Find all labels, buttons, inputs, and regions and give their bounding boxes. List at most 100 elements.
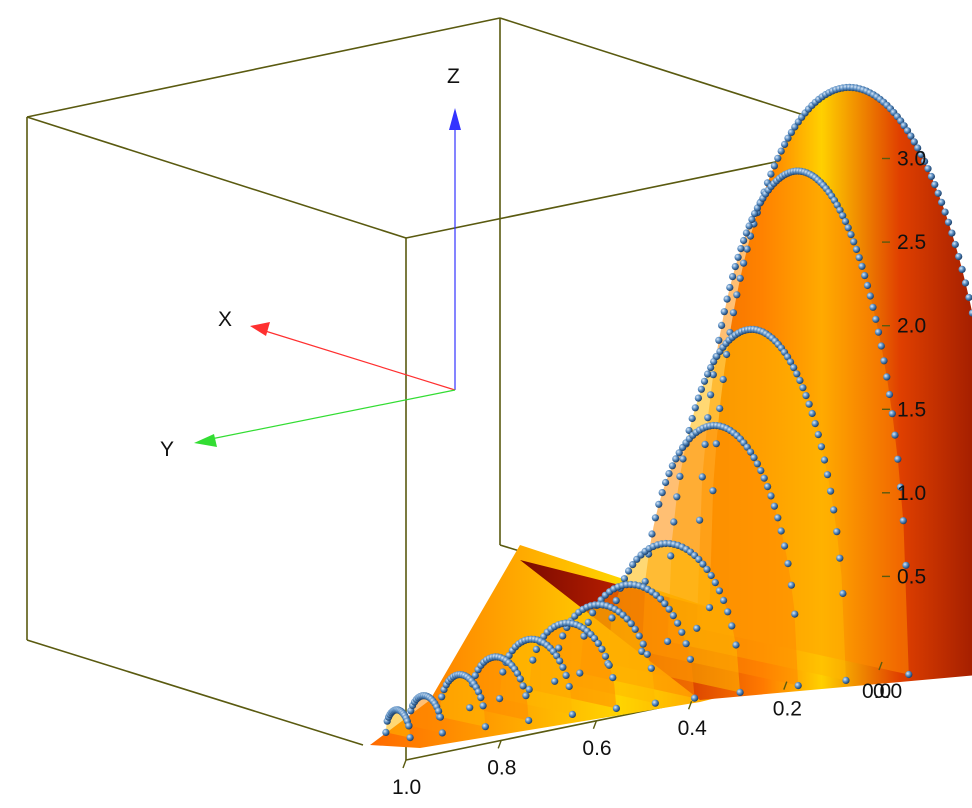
marker-point [907, 132, 915, 140]
marker-point [750, 454, 758, 462]
marker-point [767, 170, 775, 178]
marker-point [793, 370, 801, 378]
z-tick-label: 2.5 [897, 231, 926, 254]
marker-point [551, 677, 559, 685]
marker-point [866, 292, 874, 300]
marker-point [796, 376, 804, 384]
marker-point [499, 668, 507, 676]
marker-point [799, 384, 807, 392]
marker-point [794, 682, 802, 690]
marker-point [519, 682, 527, 690]
marker-point [751, 210, 759, 218]
marker-point [479, 702, 487, 710]
marker-point [757, 467, 765, 475]
marker-point [700, 377, 709, 385]
marker-point [745, 222, 753, 230]
marker-point [774, 154, 782, 162]
marker-point [931, 181, 939, 189]
marker-point [664, 637, 672, 646]
y-axis-arrow [194, 434, 217, 447]
marker-point [899, 517, 907, 525]
marker-point [790, 364, 798, 372]
marker-point [885, 390, 894, 399]
marker-point [927, 172, 936, 181]
marker-point [941, 208, 949, 216]
marker-point [625, 567, 633, 575]
marker-point [839, 589, 847, 598]
marker-point [753, 460, 762, 468]
marker-point [951, 240, 959, 249]
marker-point [651, 699, 659, 707]
marker-point [568, 710, 577, 719]
marker-point [643, 650, 651, 658]
marker-point [877, 342, 885, 350]
marker-point [914, 144, 922, 152]
marker-point [556, 657, 564, 665]
x-tick-label: 0.4 [678, 717, 708, 740]
marker-point [724, 608, 732, 616]
marker-point [720, 596, 728, 605]
marker-point [639, 640, 647, 648]
marker-point [667, 552, 675, 560]
marker-point [948, 229, 956, 237]
marker-point [559, 632, 567, 640]
marker-point [905, 670, 913, 679]
marker-point [693, 624, 701, 632]
marker-point [811, 420, 819, 428]
marker-point [787, 128, 796, 136]
marker-point [629, 561, 637, 569]
marker-point [438, 693, 446, 701]
marker-point [855, 254, 863, 262]
marker-point [747, 448, 755, 456]
marker-point [481, 723, 489, 731]
marker-point [594, 639, 602, 648]
marker-point [743, 245, 751, 253]
marker-point [647, 664, 655, 672]
marker-point [732, 641, 740, 649]
marker-point [938, 198, 946, 206]
marker-point [852, 245, 861, 253]
marker-point [609, 674, 617, 682]
marker-point [934, 189, 942, 197]
marker-point [679, 455, 687, 463]
marker-point [694, 394, 703, 402]
x-tick-mark [497, 740, 502, 749]
marker-point [781, 542, 789, 550]
marker-point [696, 516, 704, 524]
marker-point [861, 272, 869, 280]
marker-point [719, 375, 727, 384]
x-tick-mark [687, 700, 693, 710]
marker-point [880, 357, 888, 365]
marker-point [562, 671, 570, 680]
marker-point [672, 455, 680, 463]
marker-point [802, 392, 810, 400]
marker-point [707, 364, 715, 372]
marker-point [703, 565, 711, 574]
marker-curves [382, 83, 972, 742]
z-tick-label: 1.0 [897, 482, 926, 505]
marker-point [691, 694, 699, 702]
marker-point [921, 157, 929, 165]
marker-point [791, 610, 799, 618]
marker-point [665, 470, 673, 478]
marker-point [584, 618, 592, 627]
marker-point [784, 134, 792, 142]
marker-point [896, 483, 905, 491]
marker-point [961, 279, 970, 287]
marker-point [729, 309, 738, 317]
marker-point [777, 147, 785, 155]
marker-point [657, 595, 665, 603]
marker-point [715, 587, 724, 595]
marker-point [872, 315, 880, 323]
marker-point [711, 579, 719, 587]
marker-point [576, 669, 584, 677]
marker-point [715, 336, 723, 344]
marker-point [787, 358, 795, 366]
marker-point [944, 218, 953, 226]
marker-point [704, 370, 712, 378]
x-axis-arrow [250, 322, 270, 336]
marker-point [734, 253, 742, 261]
marker-point [787, 581, 796, 589]
marker-point [836, 554, 844, 562]
